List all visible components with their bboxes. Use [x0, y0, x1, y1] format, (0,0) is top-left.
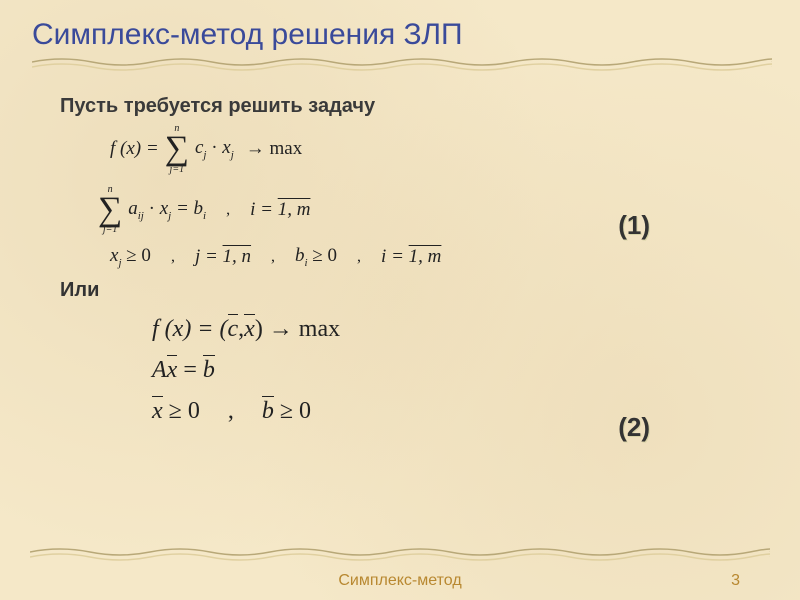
objective-arrow: → max — [246, 138, 302, 160]
footer: Симплекс-метод 3 — [0, 572, 800, 590]
constraint-index: i = 1, m — [250, 199, 310, 221]
eq-constraint: n ∑ j=1 aij · xj = bi , i = 1, m — [98, 185, 768, 236]
page-title: Симплекс-метод решения ЗЛП — [32, 18, 768, 52]
title-underline-wave — [32, 56, 772, 72]
page-number: 3 — [731, 572, 740, 590]
or-label: Или — [60, 279, 768, 302]
objective-lhs: f (x) = — [110, 138, 159, 160]
constraint-body: aij · xj = bi — [128, 198, 206, 222]
footer-wave — [30, 546, 770, 562]
sigma-symbol: n ∑ j=1 — [165, 124, 189, 175]
eq2-constraint: Ax = b — [152, 357, 768, 384]
sigma-symbol-2: n ∑ j=1 — [98, 185, 122, 236]
eq2-nonneg: x ≥ 0 , b ≥ 0 — [152, 398, 768, 425]
eq-nonneg: xj ≥ 0 , j = 1, n , bi ≥ 0 , i = 1, m — [110, 245, 768, 269]
footer-title: Симплекс-метод — [338, 572, 461, 590]
eq-label-1: (1) — [618, 210, 650, 241]
subtitle: Пусть требуется решить задачу — [60, 95, 768, 118]
slide-container: Симплекс-метод решения ЗЛП Пусть требует… — [0, 0, 800, 600]
eq-label-2: (2) — [618, 412, 650, 443]
objective-sum-body: cj · xj — [195, 137, 234, 161]
eq2-objective: f (x) = (c,x) → max — [152, 316, 768, 343]
eq-objective: f (x) = n ∑ j=1 cj · xj → max — [110, 124, 768, 175]
